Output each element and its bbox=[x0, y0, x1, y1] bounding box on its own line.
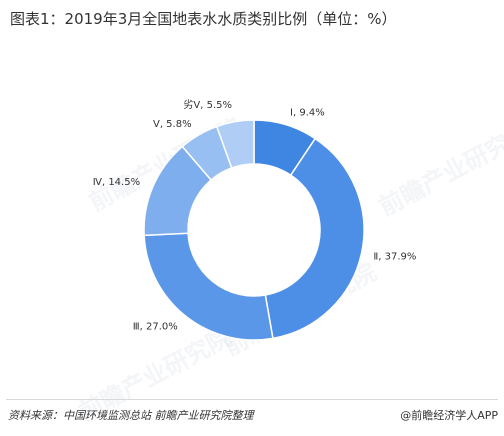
slice-label: Ⅳ, 14.5% bbox=[93, 177, 140, 188]
brand-label: @前瞻经济学人APP bbox=[400, 409, 498, 422]
footer-divider bbox=[6, 399, 498, 400]
donut-slice bbox=[264, 137, 365, 340]
source-note: 资料来源：中国环境监测总站 前瞻产业研究院整理 bbox=[8, 409, 254, 422]
chart-title: 图表1：2019年3月全国地表水水质类别比例（单位：%） bbox=[10, 10, 397, 28]
slice-label: 劣Ⅴ, 5.5% bbox=[183, 98, 232, 111]
slice-label: Ⅱ, 37.9% bbox=[373, 251, 416, 262]
donut-slice bbox=[215, 119, 255, 169]
donut-chart: Ⅰ, 9.4% Ⅱ, 37.9% Ⅲ, 27.0% Ⅳ, 14.5% Ⅴ, 5.8% 劣Ⅴ… bbox=[93, 98, 416, 341]
donut-slice bbox=[143, 232, 274, 341]
slice-label: Ⅰ, 9.4% bbox=[290, 107, 325, 118]
slice-label: Ⅴ, 5.8% bbox=[153, 119, 192, 130]
slice-label: Ⅲ, 27.0% bbox=[133, 321, 178, 332]
